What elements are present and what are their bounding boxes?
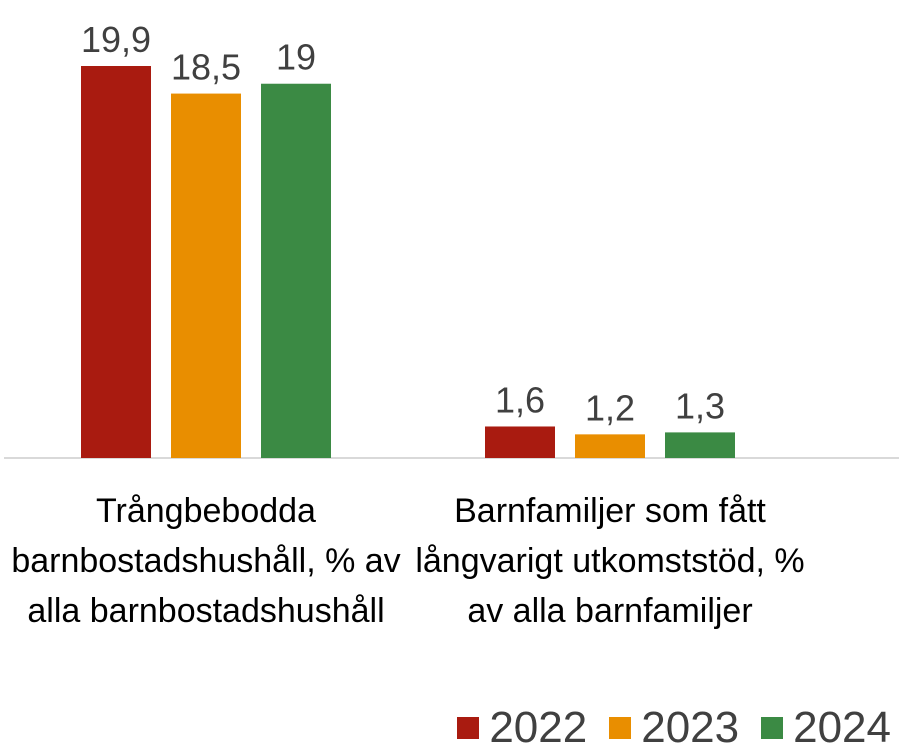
value-label: 18,5 bbox=[171, 47, 241, 88]
legend-label: 2023 bbox=[641, 703, 740, 752]
legend-item: 2023 bbox=[609, 703, 739, 753]
bar bbox=[171, 93, 241, 459]
category-label: Barnfamiljer som fått långvarigt utkomst… bbox=[415, 492, 805, 630]
bar bbox=[81, 66, 151, 458]
value-label: 1,6 bbox=[495, 379, 545, 420]
legend-label: 2022 bbox=[489, 703, 588, 752]
bar bbox=[665, 432, 735, 458]
legend-swatch bbox=[609, 717, 632, 739]
legend: 2022 2023 2024 bbox=[435, 703, 891, 753]
bar bbox=[261, 83, 331, 459]
plot: 19,9 18,5 19 1,6 1,2 1,3 bbox=[4, 19, 899, 459]
bar bbox=[575, 434, 645, 458]
value-label: 19 bbox=[276, 37, 316, 78]
value-label: 1,2 bbox=[585, 387, 635, 428]
value-label: 1,3 bbox=[675, 385, 725, 426]
legend-item: 2022 bbox=[457, 703, 587, 753]
legend-swatch bbox=[457, 717, 480, 739]
legend-label: 2024 bbox=[793, 703, 891, 752]
legend-item: 2024 bbox=[761, 703, 891, 753]
value-label: 19,9 bbox=[81, 19, 151, 60]
legend-swatch bbox=[761, 717, 784, 739]
category-label: Trångbebodda barnbostadshushåll, % av al… bbox=[11, 492, 401, 630]
bar bbox=[485, 426, 555, 458]
